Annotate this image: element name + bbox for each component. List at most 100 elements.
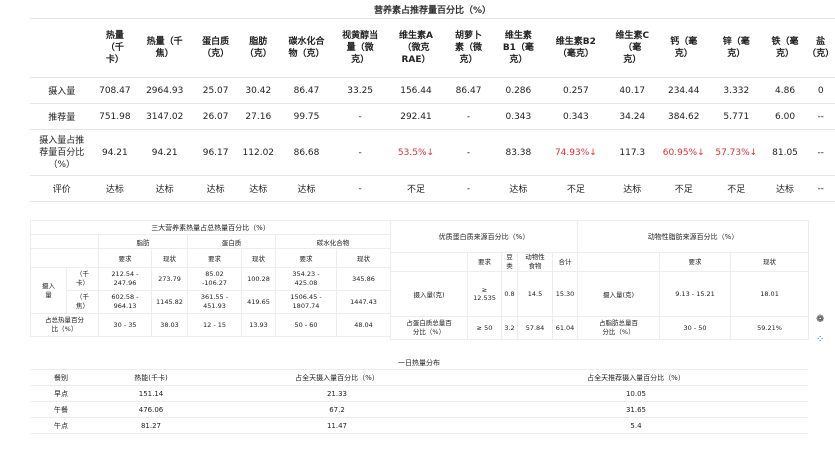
cell: 151.14 bbox=[92, 385, 210, 402]
sub-header: 现状 bbox=[335, 248, 392, 268]
header-cell: 热量（千 焦） bbox=[136, 18, 194, 78]
table-title: 营养素占推荐量百分比（%） bbox=[30, 0, 835, 19]
header-cell: 动物性 食物 bbox=[517, 252, 553, 272]
cell: 67.2 bbox=[210, 401, 464, 418]
cell: 18.01 bbox=[730, 271, 810, 317]
cell: 达标 bbox=[278, 175, 335, 202]
side-share-icon[interactable]: ⁘ bbox=[816, 334, 825, 345]
cell: 212.54 - 247.96 bbox=[98, 267, 152, 291]
header-cell: 维生素 B1（毫 克） bbox=[491, 18, 546, 78]
cell: 81.05 bbox=[763, 129, 807, 176]
cell: 99.75 bbox=[278, 103, 335, 130]
row-label: 占蛋白质总量百 分比（%） bbox=[390, 316, 468, 340]
cell: - bbox=[446, 175, 491, 202]
cell: 21.33 bbox=[210, 385, 464, 402]
row-label: 占脂肪总量百 分比（%） bbox=[577, 316, 661, 340]
table-row: 推荐量 751.98 3147.02 26.07 27.16 99.75-292.41-0… bbox=[30, 103, 835, 130]
cell: 3147.02 bbox=[136, 103, 194, 130]
cell: 午点 bbox=[30, 417, 92, 434]
header-cell: 盐 （克） bbox=[806, 18, 835, 78]
cell: 94.21 bbox=[93, 129, 137, 176]
header-cell: 现状 bbox=[730, 252, 810, 272]
header-cell: 要求 bbox=[659, 252, 732, 272]
cell: 38.03 bbox=[151, 313, 188, 337]
cell: 86.47 bbox=[278, 77, 335, 104]
cell: - bbox=[446, 103, 491, 130]
cell: 26.07 bbox=[193, 103, 239, 130]
cell: 0 bbox=[806, 77, 835, 104]
cell: 117.3 bbox=[605, 129, 659, 176]
unit-cell: （千 卡） bbox=[66, 267, 99, 291]
cell: 0.257 bbox=[545, 77, 606, 104]
side-tool-icon[interactable]: ❁ bbox=[816, 314, 825, 325]
table-row: 评价 达标 达标 达标 达标 达标 - 不足 - 达标 不足 达标 不足 不足 达标 -- bbox=[30, 175, 835, 202]
table-row: （千 焦） 602.58 - 964.13 1145.82 361.55 - 4… bbox=[31, 290, 392, 314]
header-cell bbox=[577, 252, 661, 272]
cell: 27.16 bbox=[238, 103, 279, 130]
header-cell: 视黄醇当 量（微 克） bbox=[334, 18, 386, 78]
row-label: 摄入量占推 荐量百分比 （%） bbox=[30, 129, 94, 176]
table-title: 一日热量分布 bbox=[30, 356, 808, 370]
header-cell: 豆 类 bbox=[501, 252, 518, 272]
table-row: 早点 151.14 21.33 10.05 bbox=[30, 385, 808, 402]
cell: 12 - 15 bbox=[187, 313, 242, 337]
row-label: 推荐量 bbox=[30, 103, 94, 130]
table-row: 占总热量百分 比（%） 30 - 35 38.03 12 - 15 13.93 … bbox=[30, 313, 392, 337]
header-cell bbox=[390, 252, 468, 272]
energy-distribution-table: 一日热量分布 餐别 热能(千卡) 占全天摄入量百分比（%） 占全天推荐摄入量百分… bbox=[30, 356, 808, 434]
cell: 59.21% bbox=[730, 316, 810, 340]
cell: 94.21 bbox=[136, 129, 194, 176]
cell: 11.47 bbox=[210, 417, 464, 434]
cell: 85.02 -106.27 bbox=[187, 267, 242, 291]
header-cell bbox=[30, 18, 94, 78]
cell: 0.8 bbox=[501, 271, 518, 317]
group-header: 脂肪 bbox=[98, 234, 188, 249]
header-cell: 餐别 bbox=[30, 369, 92, 386]
header-cell: 锌（毫 克） bbox=[708, 18, 764, 78]
cell: 751.98 bbox=[93, 103, 137, 130]
cell: 156.44 bbox=[385, 77, 447, 104]
table-row: 摄入 量 （千 卡） 212.54 - 247.96 273.79 85.02 … bbox=[30, 267, 392, 314]
header-cell: 钙（毫 克） bbox=[658, 18, 709, 78]
cell: 达标 bbox=[605, 175, 659, 202]
cell: - bbox=[334, 129, 386, 176]
cell: 3.2 bbox=[501, 316, 518, 340]
cell: 476.06 bbox=[92, 401, 210, 418]
cell: 5.4 bbox=[464, 417, 808, 434]
cell: ≥ 12.535 bbox=[467, 271, 502, 317]
cell: 达标 bbox=[763, 175, 807, 202]
cell: 292.41 bbox=[385, 103, 447, 130]
cell: 达标 bbox=[136, 175, 194, 202]
cell: 早点 bbox=[30, 385, 92, 402]
cell: 30 - 50 bbox=[659, 316, 732, 340]
table-header-row: 热量 （千 卡） 热量（千 焦） 蛋白质 （克） 脂肪 （克） 碳水化合 物（克… bbox=[30, 18, 835, 78]
cell: 达标 bbox=[93, 175, 137, 202]
cell: 1145.82 bbox=[151, 290, 188, 314]
header-cell: 要求 bbox=[467, 252, 502, 272]
header-cell: 脂肪 （克） bbox=[238, 18, 279, 78]
cell: 5.771 bbox=[708, 103, 764, 130]
cell: 0.343 bbox=[491, 103, 546, 130]
cell: 4.86 bbox=[763, 77, 807, 104]
cell: 40.17 bbox=[605, 77, 659, 104]
table-row: 占蛋白质总量百 分比（%） ≥ 50 3.2 57.84 61.04 占脂肪总量… bbox=[390, 316, 810, 340]
cell: 9.13 - 15.21 bbox=[659, 271, 732, 317]
sub-header: 现状 bbox=[241, 248, 276, 268]
row-label: 评价 bbox=[30, 175, 94, 202]
header-cell: 维生素C （毫 克） bbox=[605, 18, 659, 78]
cell: - bbox=[334, 103, 386, 130]
table-row: 摄入量占推 荐量百分比 （%） 94.21 94.21 96.17 112.02 86.6… bbox=[30, 129, 835, 176]
cell: 112.02 bbox=[238, 129, 279, 176]
table-row: 午餐 476.06 67.2 31.65 bbox=[30, 401, 808, 418]
cell: - bbox=[446, 129, 491, 176]
table-row: 摄入量(克) ≥ 12.535 0.8 14.5 15.30 摄入量(克) 9.… bbox=[390, 271, 810, 317]
sub-header: 现状 bbox=[151, 248, 188, 268]
cell: 0.343 bbox=[545, 103, 606, 130]
nutrient-percent-table: 营养素占推荐量百分比（%） 热量 （千 卡） 热量（千 焦） 蛋白质 （克） 脂… bbox=[30, 0, 835, 202]
cell: 34.24 bbox=[605, 103, 659, 130]
cell: -- bbox=[806, 103, 835, 130]
cell: 708.47 bbox=[93, 77, 137, 104]
cell: 86.47 bbox=[446, 77, 491, 104]
cell: 达标 bbox=[491, 175, 546, 202]
